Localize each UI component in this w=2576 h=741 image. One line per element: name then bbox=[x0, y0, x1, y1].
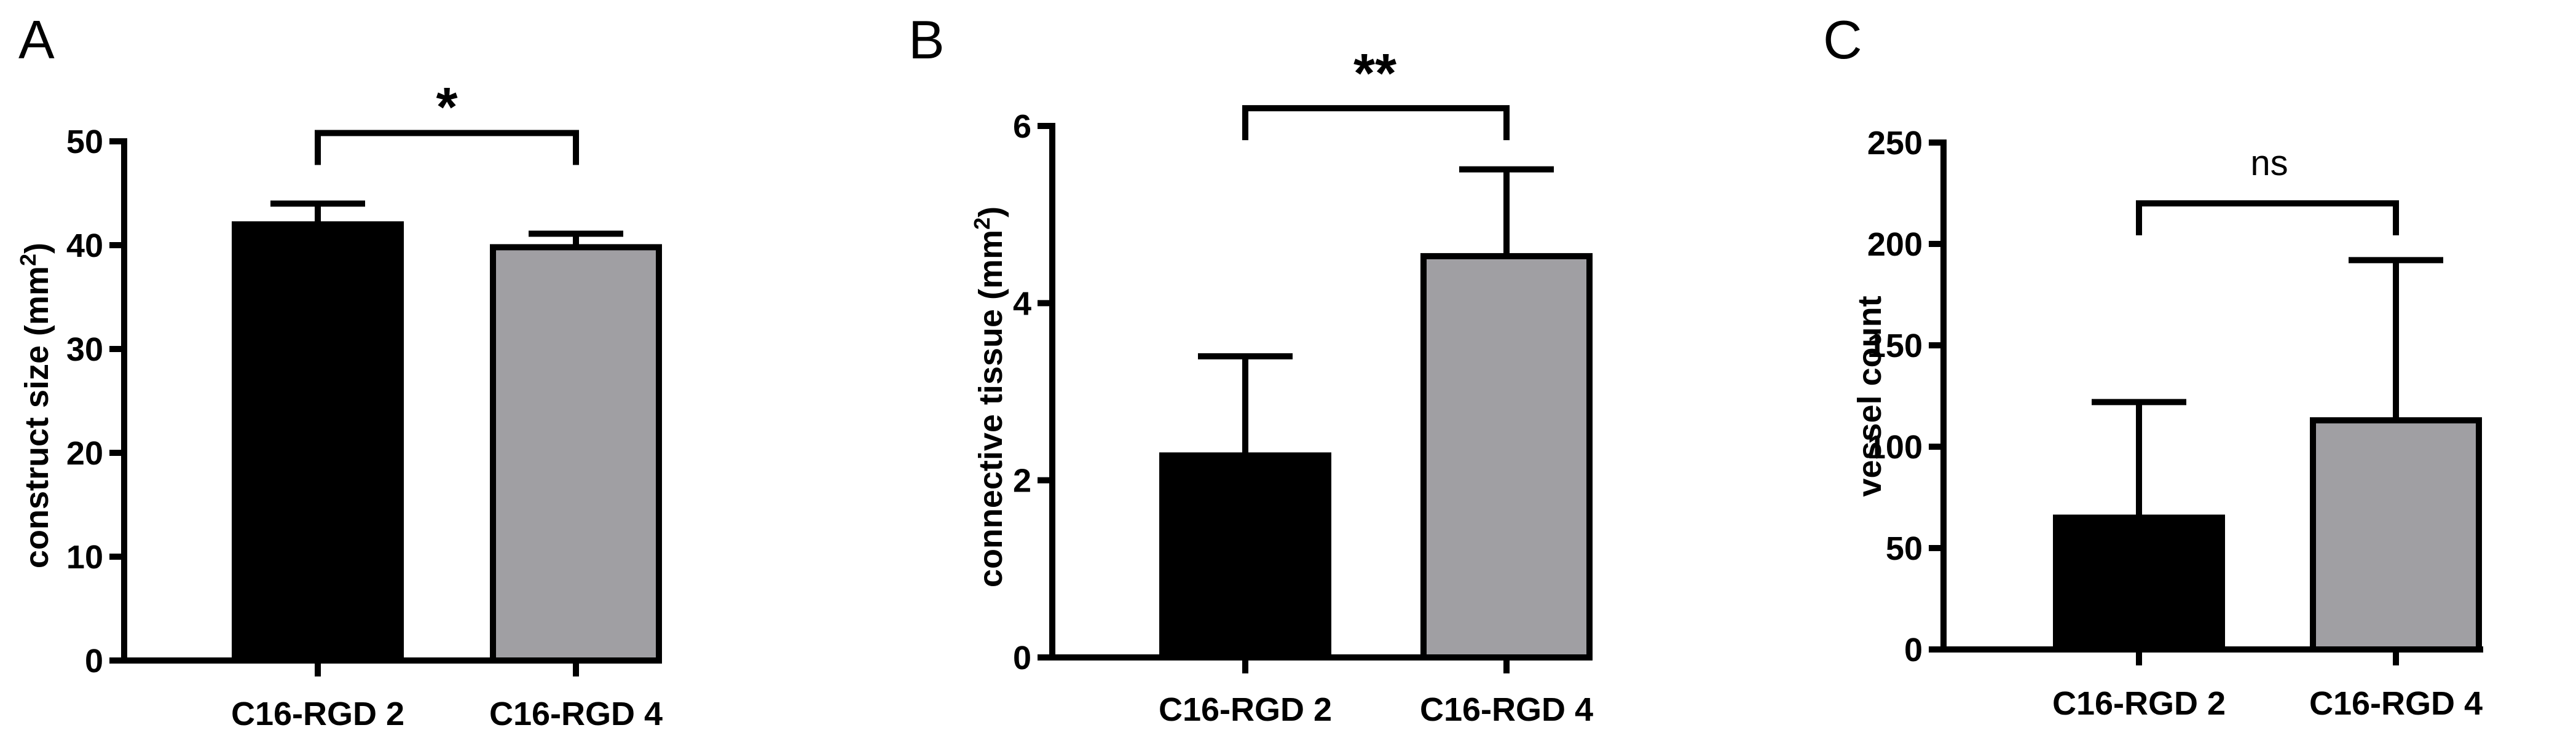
y-axis-label: vessel count bbox=[1851, 296, 1888, 496]
chart-layer-c: 0 50 100 150 200 250 bbox=[1867, 125, 2483, 668]
y-tick-label: 150 bbox=[1867, 327, 1923, 364]
category-label: C16-RGD 4 bbox=[489, 696, 663, 732]
y-axis-label: construct size (mm2) bbox=[15, 243, 56, 568]
category-label: C16-RGD 2 bbox=[231, 696, 404, 732]
panel-letter: C bbox=[1823, 9, 1862, 70]
y-tick-label: 6 bbox=[1013, 108, 1031, 145]
y-tick-label: 50 bbox=[1886, 530, 1923, 567]
panel-a: A construct size (mm2) 0 10 20 30 40 50 C16-R… bbox=[15, 9, 663, 732]
panel-c: C vessel count 0 50 100 150 200 250 C16-RGD 2… bbox=[1823, 9, 2483, 722]
significance-bracket bbox=[1242, 105, 1510, 141]
y-tick-label: 0 bbox=[85, 643, 103, 680]
y-tick-label: 50 bbox=[66, 124, 103, 160]
category-label: C16-RGD 2 bbox=[1159, 691, 1332, 728]
category-label: C16-RGD 4 bbox=[2309, 685, 2483, 722]
category-label: C16-RGD 2 bbox=[2052, 685, 2226, 722]
bar bbox=[1159, 452, 1331, 661]
panel-b: B connective tissue (mm2) 0 2 4 6 C16-RGD 2… bbox=[908, 9, 1593, 728]
y-tick-label: 0 bbox=[1904, 632, 1923, 668]
y-tick-label: 0 bbox=[1013, 640, 1031, 676]
y-tick-label: 30 bbox=[66, 331, 103, 368]
chart-layer-b: 0 2 4 6 bbox=[1013, 105, 1593, 676]
bar bbox=[490, 244, 662, 664]
y-tick-label: 100 bbox=[1867, 429, 1923, 466]
y-axis-label: connective tissue (mm2) bbox=[969, 206, 1010, 587]
category-label: C16-RGD 4 bbox=[1420, 691, 1593, 728]
bar bbox=[1420, 253, 1593, 661]
significance-label: ** bbox=[1353, 43, 1396, 104]
significance-label: ns bbox=[2250, 143, 2288, 183]
y-tick-label: 2 bbox=[1013, 463, 1031, 500]
y-tick-label: 10 bbox=[66, 539, 103, 576]
y-tick-label: 20 bbox=[66, 435, 103, 472]
bar bbox=[2310, 417, 2482, 653]
y-tick-label: 200 bbox=[1867, 226, 1923, 263]
panel-letter: B bbox=[908, 9, 945, 70]
chart-layer-a: 0 10 20 30 40 50 bbox=[66, 124, 662, 680]
bar bbox=[2053, 514, 2225, 653]
y-tick-label: 250 bbox=[1867, 125, 1923, 162]
bar bbox=[232, 221, 404, 664]
y-tick-label: 4 bbox=[1013, 285, 1031, 322]
significance-bracket bbox=[2136, 200, 2399, 235]
significance-label: * bbox=[436, 77, 457, 138]
y-tick-label: 40 bbox=[66, 227, 103, 264]
significance-bracket bbox=[315, 130, 579, 165]
panel-letter: A bbox=[18, 9, 55, 70]
